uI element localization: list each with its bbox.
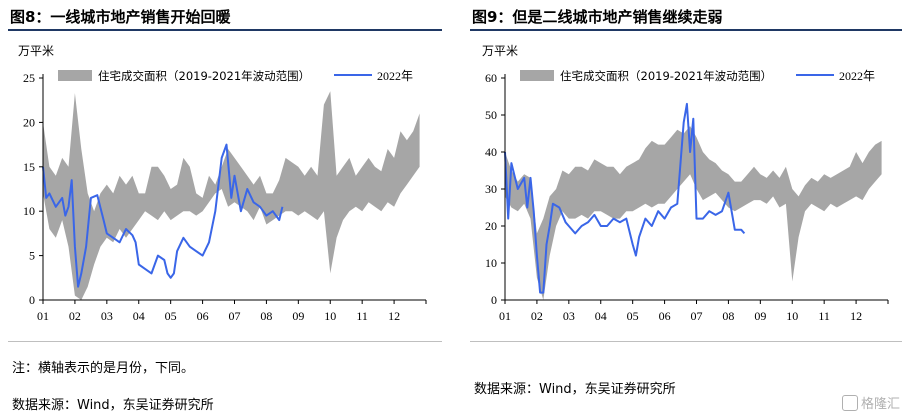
left-x-tick-label: 10 <box>324 309 336 323</box>
left-x-tick-label: 07 <box>229 309 241 323</box>
watermark: 格隆汇 <box>841 393 900 412</box>
right-x-tick-label: 07 <box>691 309 703 323</box>
left-y-tick-label: 25 <box>23 71 35 85</box>
left-x-tick-label: 11 <box>356 309 368 323</box>
left-title-rule <box>8 29 442 31</box>
left-x-tick-label: 05 <box>165 309 177 323</box>
left-legend-band-swatch <box>58 70 92 81</box>
right-y-tick-label: 20 <box>485 219 497 233</box>
right-title-rule <box>470 29 902 31</box>
right-legend: 住宅成交面积（2019-2021年波动范围） 2022年 <box>520 69 875 83</box>
right-line-2022 <box>504 102 746 294</box>
right-x-tick-label: 06 <box>659 309 671 323</box>
left-figure-title: 图8：一线城市地产销售开始回暖 <box>10 8 231 26</box>
right-y-tick-label: 0 <box>491 293 497 307</box>
right-legend-band-swatch <box>520 70 554 81</box>
right-x-tick-label: 10 <box>786 309 798 323</box>
left-y-tick-label: 20 <box>23 115 35 129</box>
left-y-tick-label: 10 <box>23 204 35 218</box>
watermark-logo-icon <box>841 395 858 411</box>
right-x-tick-label: 01 <box>499 309 511 323</box>
left-x-tick-label: 04 <box>133 309 145 323</box>
right-y-tick-label: 10 <box>485 256 497 270</box>
left-legend: 住宅成交面积（2019-2021年波动范围） 2022年 <box>58 69 413 83</box>
right-x-tick-label: 05 <box>627 309 639 323</box>
left-x-tick-label: 08 <box>260 309 272 323</box>
right-y-tick-label: 50 <box>485 108 497 122</box>
left-line-2022 <box>42 143 284 288</box>
right-figure-title: 图9：但是二线城市地产销售继续走弱 <box>472 8 723 26</box>
right-x-tick-label: 11 <box>818 309 830 323</box>
left-x-tick-label: 03 <box>101 309 113 323</box>
right-chart: 0 10 20 30 40 50 60 01 02 03 04 05 06 07 08 09 10 11 12 住宅成… <box>485 69 889 323</box>
right-x-tick-label: 04 <box>595 309 607 323</box>
left-x-tick-label: 02 <box>69 309 81 323</box>
left-y-tick-label: 15 <box>23 160 35 174</box>
right-x-tick-label: 12 <box>850 309 862 323</box>
left-x-tick-label: 01 <box>37 309 49 323</box>
left-y-tick-label: 0 <box>29 293 35 307</box>
right-x-tick-label: 08 <box>722 309 734 323</box>
left-footer-separator <box>8 341 442 342</box>
right-x-tick-label: 09 <box>754 309 766 323</box>
left-source: 数据来源：Wind，东吴证券研究所 <box>12 398 214 413</box>
left-legend-line-label: 2022年 <box>377 69 413 83</box>
right-legend-band-label: 住宅成交面积（2019-2021年波动范围） <box>560 69 772 83</box>
right-y-tick-label: 40 <box>485 145 497 159</box>
left-unit-label: 万平米 <box>18 44 55 58</box>
right-y-tick-label: 60 <box>485 71 497 85</box>
watermark-text: 格隆汇 <box>860 397 900 412</box>
right-legend-line-label: 2022年 <box>839 69 875 83</box>
left-legend-band-label: 住宅成交面积（2019-2021年波动范围） <box>98 69 310 83</box>
right-y-tick-label: 30 <box>485 182 497 196</box>
right-footer-separator <box>470 341 902 342</box>
right-x-tick-label: 02 <box>531 309 543 323</box>
left-y-tick-label: 5 <box>29 249 35 263</box>
right-band-range <box>505 126 882 300</box>
right-unit-label: 万平米 <box>482 44 519 58</box>
left-note: 注：横轴表示的是月份，下同。 <box>12 361 195 376</box>
left-x-tick-label: 09 <box>292 309 304 323</box>
left-x-tick-label: 06 <box>197 309 209 323</box>
right-x-tick-label: 03 <box>563 309 575 323</box>
right-source: 数据来源：Wind，东吴证券研究所 <box>474 382 676 397</box>
left-x-tick-label: 12 <box>388 309 400 323</box>
